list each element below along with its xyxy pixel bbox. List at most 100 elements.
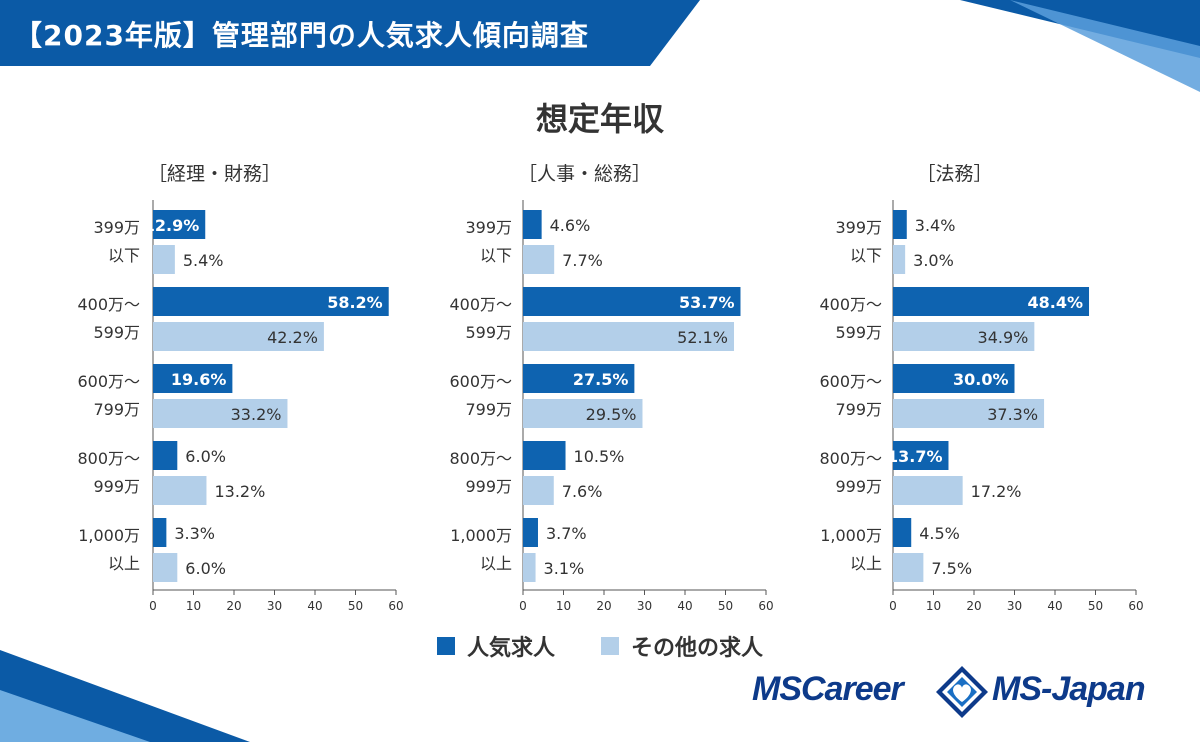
category-label-line1: 1,000万 [820,526,882,545]
legend-swatch-popular [436,637,455,655]
data-label: 3.7% [546,524,587,543]
x-tick-label: 20 [226,599,241,613]
category-label-line2: 999万 [93,477,140,496]
x-tick-label: 50 [348,599,363,613]
data-label: 58.2% [327,293,383,312]
data-label: 42.2% [267,328,318,347]
category-label-line1: 1,000万 [450,526,512,545]
category-label-line1: 399万 [835,218,882,237]
x-tick-label: 30 [637,599,652,613]
main-title: 想定年収 [535,100,664,138]
category-label-line1: 800万～ [819,449,882,468]
data-label: 13.2% [214,482,265,501]
category-label-line1: 399万 [465,218,512,237]
x-tick-label: 20 [966,599,981,613]
bar-popular [523,441,566,470]
data-label: 52.1% [677,328,728,347]
x-tick-label: 20 [596,599,611,613]
x-tick-label: 30 [267,599,282,613]
bar-popular [523,518,538,547]
data-label: 3.1% [544,559,585,578]
category-label-line1: 400万～ [819,295,882,314]
bottom-left-stripe-light [0,690,150,742]
data-label: 7.6% [562,482,603,501]
x-tick-label: 0 [889,599,897,613]
category-label-line2: 799万 [465,400,512,419]
top-right-stripe-light [1010,0,1200,92]
bar-popular [893,287,1090,316]
category-label-line2: 599万 [465,323,512,342]
chart-title: ［人事・総務］ [518,163,651,185]
category-label-line2: 以上 [108,554,140,573]
bar-popular [153,364,233,393]
data-label: 7.5% [931,559,972,578]
bar-other [153,322,324,351]
bar-other [893,245,906,274]
category-label-line1: 1,000万 [78,526,140,545]
data-label: 3.0% [913,251,954,270]
data-label: 37.3% [987,405,1038,424]
x-tick-label: 40 [677,599,692,613]
bar-popular [523,210,542,239]
bar-other [523,245,555,274]
bar-popular [523,364,635,393]
x-tick-label: 60 [388,599,403,613]
bar-popular [893,441,949,470]
category-label-line1: 400万～ [449,295,512,314]
legend-item-popular: 人気求人 [436,630,555,662]
bar-other [893,399,1045,428]
data-label: 10.5% [574,447,625,466]
data-label: 7.7% [562,251,603,270]
category-label-line2: 以下 [480,246,512,265]
category-label-line1: 600万～ [819,372,882,391]
data-label: 3.4% [915,216,956,235]
x-tick-label: 50 [718,599,733,613]
bar-other [893,553,924,582]
data-label: 53.7% [679,293,735,312]
bar-other [153,245,175,274]
bar-other [153,476,207,505]
bar-popular [153,441,178,470]
x-tick-label: 10 [926,599,941,613]
bar-popular [153,210,206,239]
bar-popular [153,287,389,316]
data-label: 19.6% [171,370,227,389]
bar-popular [153,518,167,547]
data-label: 6.0% [185,559,226,578]
data-label: 29.5% [586,405,637,424]
category-label-line2: 599万 [835,323,882,342]
bar-popular [523,287,741,316]
bar-other [893,476,963,505]
category-label-line2: 以上 [480,554,512,573]
data-label: 33.2% [231,405,282,424]
bar-other [153,399,288,428]
bar-popular [893,364,1015,393]
legend-label-popular: 人気求人 [466,636,555,661]
data-label: 12.9% [144,216,200,235]
diamond-heart-logo-icon [936,666,988,718]
data-label: 4.6% [550,216,591,235]
bar-popular [893,210,907,239]
brand-mscareer: MSCareer [752,670,904,708]
bar-popular [893,518,912,547]
data-label: 13.7% [887,447,943,466]
bar-other [893,322,1035,351]
category-label-line1: 800万～ [449,449,512,468]
x-tick-label: 40 [307,599,322,613]
category-label-line2: 999万 [465,477,512,496]
chart-title: ［経理・財務］ [148,163,281,185]
data-label: 4.5% [919,524,960,543]
x-tick-label: 50 [1088,599,1103,613]
legend: 人気求人 その他の求人 [0,630,1200,662]
legend-item-other: その他の求人 [601,630,763,662]
category-label-line1: 399万 [93,218,140,237]
x-tick-label: 0 [519,599,527,613]
data-label: 6.0% [185,447,226,466]
legend-swatch-other [601,637,619,655]
category-label-line2: 以上 [850,554,882,573]
bar-other [523,553,536,582]
data-label: 30.0% [953,370,1009,389]
category-label-line2: 799万 [93,400,140,419]
